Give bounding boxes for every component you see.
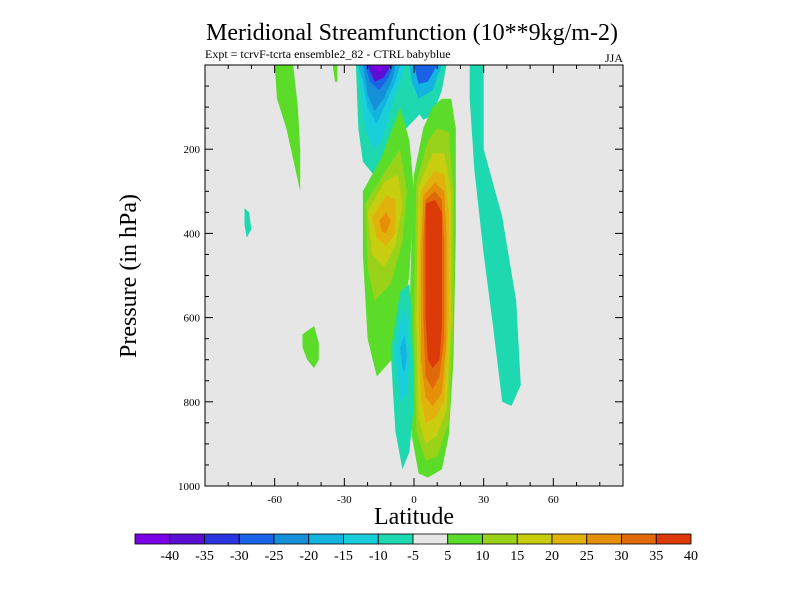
colorbar-label: -5 — [407, 549, 419, 564]
colorbar-box — [551, 533, 588, 545]
colorbar-box — [586, 533, 622, 545]
colorbar-box — [273, 533, 310, 545]
colorbar-label: 20 — [545, 549, 559, 564]
colorbar-box — [169, 533, 205, 545]
y-axis-label: Pressure (in hPa) — [116, 194, 142, 358]
colorbar-box — [516, 533, 553, 545]
x-tick-label: -30 — [337, 494, 352, 506]
pos-upper-left-band — [274, 65, 301, 192]
colorbar-label: -25 — [265, 549, 284, 564]
chart-subtitle: Expt = tcrvF-tcrta ensemble2_82 - CTRL b… — [205, 47, 451, 61]
contour-fills — [244, 65, 521, 478]
colorbar-box — [621, 533, 657, 545]
neg-low-core — [400, 334, 407, 373]
colorbar-box — [447, 533, 483, 545]
y-tick-label: 400 — [184, 228, 201, 240]
axis-ticks: -60 -30 0 30 60 200 400 600 800 1000 — [178, 65, 623, 506]
colorbar-box — [655, 533, 692, 545]
plot-area: -60 -30 0 30 60 200 400 600 800 1000 — [178, 64, 624, 506]
colorbar-label: 30 — [615, 549, 629, 564]
colorbar-box — [238, 533, 275, 545]
colorbar-label: -30 — [230, 549, 249, 564]
x-tick-label: -60 — [267, 494, 282, 506]
colorbar-label: 5 — [444, 549, 451, 564]
colorbar-box — [482, 533, 518, 545]
y-tick-label: 800 — [184, 397, 201, 409]
colorbar-label: 10 — [476, 549, 490, 564]
colorbar-box — [308, 533, 344, 545]
colorbar: -40 -35 -30 -25 -20 -15 -10 -5 5 10 15 20 25 30 35 40 — [134, 533, 698, 564]
x-tick-label: 60 — [548, 494, 560, 506]
x-axis-label: Latitude — [374, 504, 454, 530]
colorbar-box — [204, 533, 240, 545]
colorbar-label: -15 — [334, 549, 353, 564]
season-label: JJA — [605, 51, 623, 65]
neg-top-6 — [369, 65, 387, 74]
pos-upper-left-sliver — [332, 65, 338, 82]
neg-small-blob — [244, 208, 252, 238]
colorbar-label: -35 — [195, 549, 214, 564]
colorbar-label: -20 — [299, 549, 318, 564]
neg-right-band-outer — [469, 65, 521, 406]
colorbar-label: 35 — [649, 549, 663, 564]
colorbar-box — [377, 533, 414, 545]
colorbar-box — [412, 533, 449, 545]
colorbar-label: -10 — [369, 549, 388, 564]
colorbar-box — [343, 533, 379, 545]
pos-main-7 — [425, 199, 442, 369]
chart-title: Meridional Streamfunction (10**9kg/m-2) — [206, 20, 618, 46]
pos-left-4 — [379, 212, 391, 234]
neg-top2-core — [414, 65, 438, 84]
x-tick-label: 30 — [478, 494, 490, 506]
colorbar-label: 25 — [580, 549, 594, 564]
x-tick-label: 0 — [411, 494, 417, 506]
colorbar-label: 15 — [510, 549, 524, 564]
colorbar-box — [134, 533, 171, 545]
y-tick-label: 1000 — [178, 481, 201, 493]
colorbar-label: -40 — [160, 549, 179, 564]
colorbar-label: 40 — [684, 549, 698, 564]
pos-small-blob — [302, 326, 319, 369]
y-tick-label: 600 — [184, 313, 201, 325]
y-tick-label: 200 — [184, 144, 201, 156]
